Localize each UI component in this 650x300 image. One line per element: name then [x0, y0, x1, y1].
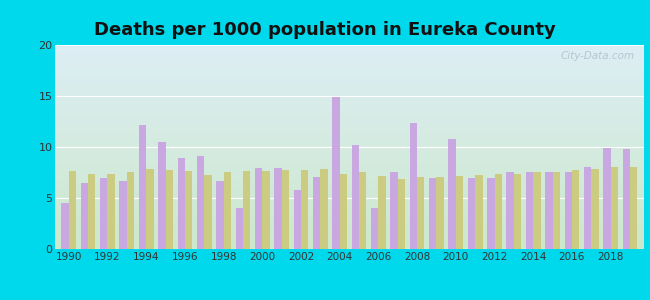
Bar: [255, 168, 263, 249]
Bar: [623, 149, 630, 249]
Bar: [603, 148, 610, 249]
Bar: [475, 175, 482, 249]
Bar: [468, 178, 475, 249]
Bar: [572, 170, 579, 249]
Bar: [448, 139, 456, 249]
Bar: [391, 172, 398, 249]
Bar: [487, 178, 495, 249]
Bar: [371, 208, 378, 249]
Bar: [294, 190, 301, 249]
Bar: [533, 172, 541, 249]
Bar: [197, 156, 204, 249]
Bar: [235, 208, 243, 249]
Bar: [281, 170, 289, 249]
Bar: [565, 172, 572, 249]
Bar: [456, 176, 463, 249]
Bar: [552, 172, 560, 249]
Bar: [81, 183, 88, 249]
Bar: [545, 172, 552, 249]
Bar: [340, 173, 347, 249]
Bar: [506, 172, 514, 249]
Bar: [100, 178, 107, 249]
Bar: [436, 177, 444, 249]
Bar: [120, 181, 127, 249]
Bar: [320, 169, 328, 249]
Bar: [107, 173, 115, 249]
Bar: [146, 169, 153, 249]
Bar: [301, 170, 308, 249]
Bar: [630, 167, 637, 249]
Bar: [274, 168, 281, 249]
Bar: [263, 172, 270, 249]
Bar: [158, 142, 166, 249]
Bar: [243, 172, 250, 249]
Bar: [332, 97, 340, 249]
Bar: [610, 167, 618, 249]
Bar: [429, 178, 436, 249]
Text: City-Data.com: City-Data.com: [560, 51, 634, 61]
Text: Deaths per 1000 population in Eureka County: Deaths per 1000 population in Eureka Cou…: [94, 21, 556, 39]
Bar: [313, 177, 320, 249]
Bar: [127, 172, 134, 249]
Bar: [526, 172, 533, 249]
Bar: [166, 170, 173, 249]
Bar: [204, 175, 212, 249]
Bar: [359, 172, 367, 249]
Bar: [495, 173, 502, 249]
Bar: [88, 173, 96, 249]
Bar: [514, 173, 521, 249]
Bar: [185, 172, 192, 249]
Bar: [592, 169, 599, 249]
Bar: [410, 122, 417, 249]
Bar: [177, 158, 185, 249]
Bar: [62, 203, 69, 249]
Bar: [139, 124, 146, 249]
Bar: [378, 176, 385, 249]
Bar: [69, 172, 76, 249]
Bar: [417, 177, 424, 249]
Bar: [584, 167, 592, 249]
Bar: [352, 145, 359, 249]
Bar: [398, 178, 405, 249]
Bar: [224, 172, 231, 249]
Bar: [216, 181, 224, 249]
